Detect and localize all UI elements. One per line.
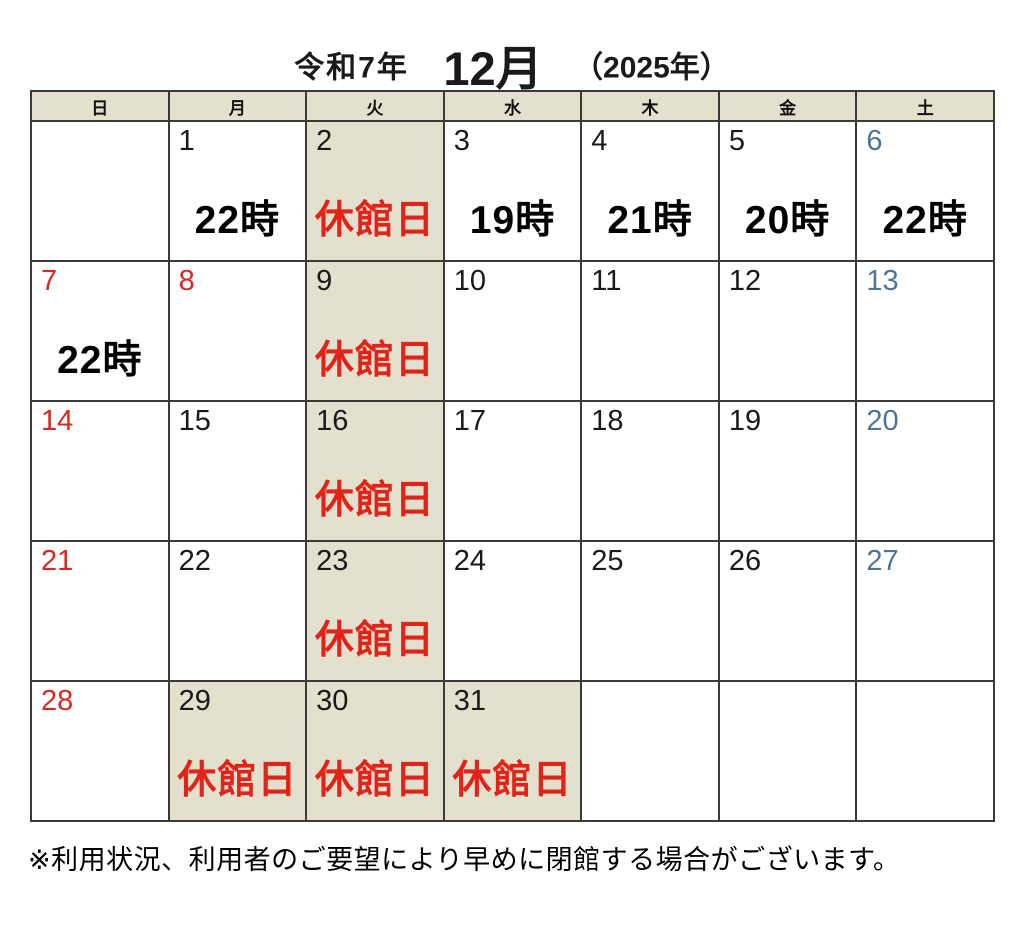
- calendar-cell-empty: [717, 680, 858, 822]
- closing-time-label: 20時: [744, 199, 831, 242]
- calendar-body: 1 22時 2 休館日 3 19時 4 21時 5 20時 6 22時 7 22時 8 9 休館日 10 11 12 1…: [30, 120, 995, 822]
- date-number: 4: [591, 125, 608, 157]
- title-era-year: 令和7年: [294, 51, 409, 85]
- date-number: 18: [591, 405, 624, 437]
- closed-day-label: 休館日: [314, 619, 435, 662]
- calendar-cell-12: 12: [717, 260, 858, 402]
- closing-time-label: 22時: [57, 339, 143, 382]
- closed-day-label: 休館日: [314, 759, 435, 802]
- calendar-cell-8: 8: [167, 260, 308, 402]
- weekday-header-0: 日: [30, 90, 170, 122]
- date-number: 30: [316, 685, 349, 717]
- date-number: 20: [866, 405, 899, 437]
- date-number: 21: [41, 545, 74, 577]
- weekday-header-row: 日月火水木金土: [30, 90, 995, 122]
- closed-day-label: 休館日: [452, 759, 573, 802]
- calendar-cell-11: 11: [580, 260, 720, 402]
- date-number: 2: [316, 125, 333, 157]
- calendar-week-5: 28 29 休館日 30 休館日 31 休館日: [30, 680, 995, 822]
- weekday-header-3: 水: [442, 90, 583, 122]
- calendar-cell-25: 25: [580, 540, 720, 682]
- calendar-cell-7: 7 22時: [30, 260, 170, 402]
- calendar-title: 令和7年 12月 （2025年）: [0, 0, 1024, 95]
- calendar-cell-16: 16 休館日: [305, 400, 445, 542]
- weekday-header-2: 火: [305, 90, 445, 122]
- calendar-cell-31: 31 休館日: [442, 680, 583, 822]
- calendar-cell-5: 5 20時: [717, 120, 858, 262]
- calendar-cell-10: 10: [442, 260, 583, 402]
- weekday-header-4: 木: [580, 90, 720, 122]
- title-month: 12月: [443, 42, 543, 95]
- date-number: 10: [453, 265, 486, 297]
- calendar-cell-20: 20: [855, 400, 995, 542]
- date-number: 16: [316, 405, 349, 437]
- calendar-cell-3: 3 19時: [442, 120, 583, 262]
- date-number: 11: [591, 265, 622, 297]
- calendar-cell-13: 13: [855, 260, 995, 402]
- date-number: 17: [453, 405, 486, 437]
- date-number: 26: [728, 545, 762, 577]
- closed-day-label: 休館日: [314, 479, 435, 522]
- calendar-cell-26: 26: [717, 540, 858, 682]
- date-number: 7: [41, 265, 58, 297]
- date-number: 1: [178, 125, 195, 157]
- calendar-cell-2: 2 休館日: [305, 120, 445, 262]
- closing-time-label: 22時: [194, 199, 281, 242]
- closed-day-label: 休館日: [314, 199, 435, 242]
- date-number: 13: [866, 265, 899, 297]
- calendar-cell-empty: [580, 680, 720, 822]
- calendar-cell-15: 15: [167, 400, 308, 542]
- calendar-cell-empty: [855, 680, 995, 822]
- calendar-cell-6: 6 22時: [855, 120, 995, 262]
- weekday-header-5: 金: [717, 90, 858, 122]
- closing-time-label: 22時: [882, 199, 968, 242]
- calendar-cell-28: 28: [30, 680, 170, 822]
- date-number: 5: [728, 125, 745, 157]
- calendar-cell-23: 23 休館日: [305, 540, 445, 682]
- calendar-cell-29: 29 休館日: [167, 680, 308, 822]
- date-number: 28: [41, 685, 74, 717]
- calendar-week-4: 21 22 23 休館日 24 25 26 27: [30, 540, 995, 682]
- calendar-cell-17: 17: [442, 400, 583, 542]
- date-number: 23: [316, 545, 349, 577]
- closed-day-label: 休館日: [314, 339, 435, 382]
- date-number: 25: [591, 545, 624, 577]
- calendar-cell-14: 14: [30, 400, 170, 542]
- date-number: 3: [453, 125, 470, 157]
- calendar-cell-22: 22: [167, 540, 308, 682]
- title-western-year: （2025年）: [573, 51, 730, 85]
- calendar-cell-21: 21: [30, 540, 170, 682]
- date-number: 27: [866, 545, 899, 577]
- calendar-table: 日月火水木金土 1 22時 2 休館日 3 19時 4 21時 5 20時 6 22時 7 22時 8 9 休館…: [30, 90, 995, 822]
- weekday-header-1: 月: [167, 90, 308, 122]
- closing-time-label: 21時: [607, 199, 693, 242]
- date-number: 31: [453, 685, 486, 717]
- calendar-cell-empty: [30, 120, 170, 262]
- calendar-week-3: 14 15 16 休館日 17 18 19 20: [30, 400, 995, 542]
- date-number: 8: [178, 265, 195, 297]
- date-number: 14: [41, 405, 74, 437]
- calendar-cell-24: 24: [442, 540, 583, 682]
- date-number: 9: [316, 265, 333, 297]
- calendar-cell-30: 30 休館日: [305, 680, 445, 822]
- date-number: 12: [728, 265, 762, 297]
- calendar-week-2: 7 22時 8 9 休館日 10 11 12 13: [30, 260, 995, 402]
- date-number: 19: [728, 405, 762, 437]
- calendar-cell-19: 19: [717, 400, 858, 542]
- date-number: 24: [453, 545, 486, 577]
- calendar-cell-1: 1 22時: [167, 120, 308, 262]
- closing-time-label: 19時: [469, 199, 556, 242]
- calendar-cell-9: 9 休館日: [305, 260, 445, 402]
- date-number: 6: [866, 125, 883, 157]
- calendar-week-1: 1 22時 2 休館日 3 19時 4 21時 5 20時 6 22時: [30, 120, 995, 262]
- date-number: 22: [178, 545, 211, 577]
- calendar-cell-27: 27: [855, 540, 995, 682]
- date-number: 29: [178, 685, 211, 717]
- closed-day-label: 休館日: [177, 759, 298, 802]
- date-number: 15: [178, 405, 211, 437]
- footer-note: ※利用状況、利用者のご要望により早めに閉館する場合がございます。: [28, 845, 901, 875]
- weekday-header-6: 土: [855, 90, 995, 122]
- calendar-cell-18: 18: [580, 400, 720, 542]
- calendar-cell-4: 4 21時: [580, 120, 720, 262]
